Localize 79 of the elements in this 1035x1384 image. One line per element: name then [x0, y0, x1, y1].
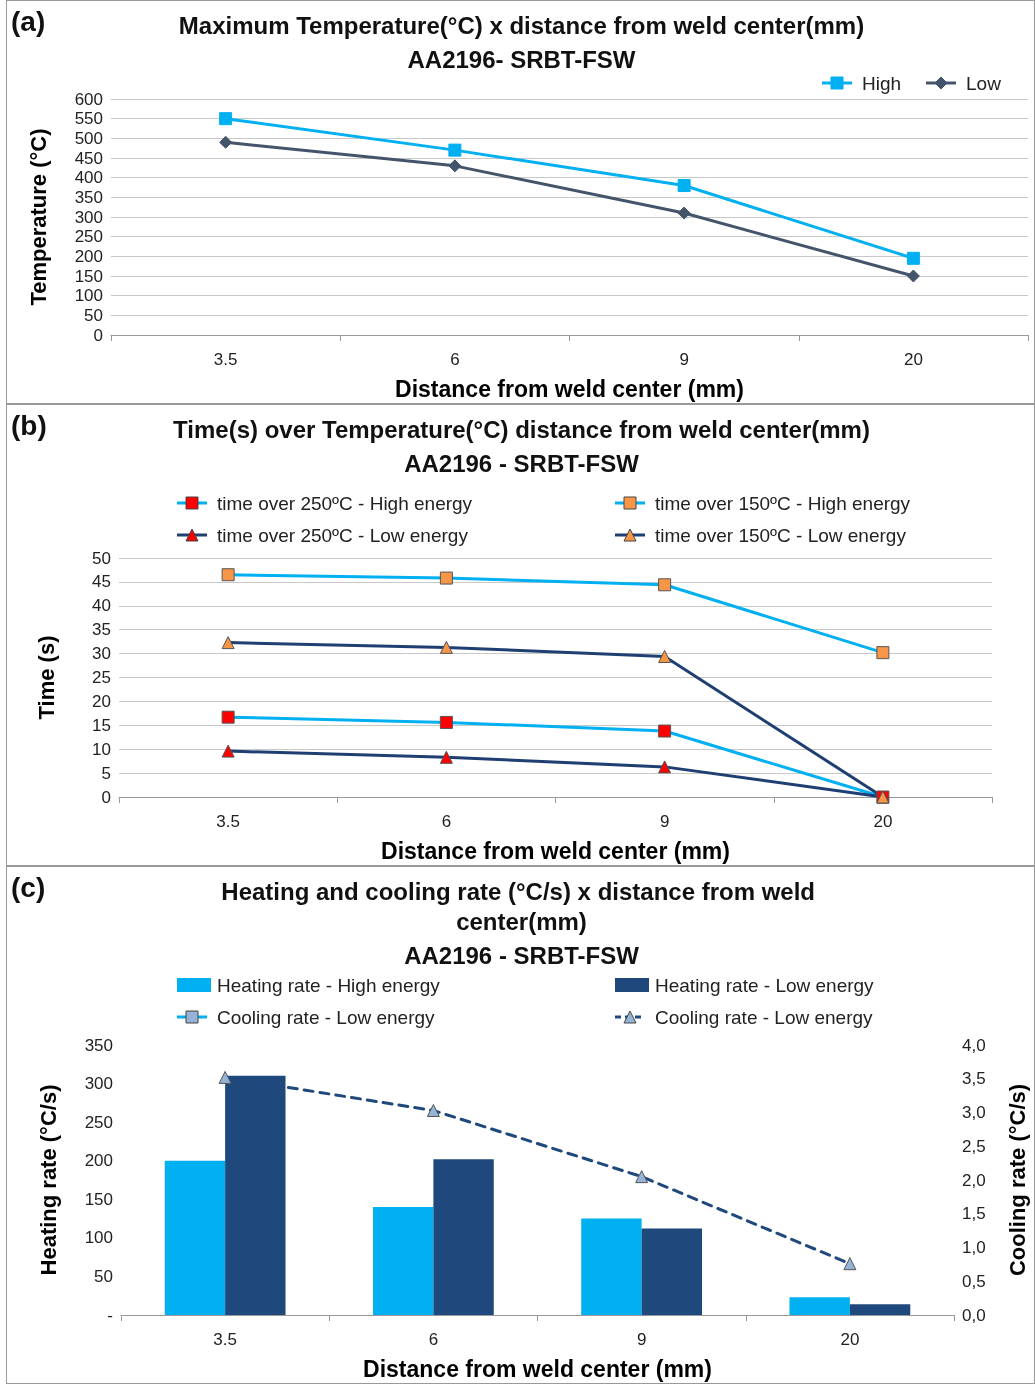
y-tick-label: 50: [94, 1266, 113, 1286]
y-tick-label: 0: [93, 325, 103, 345]
y-tick-label: 200: [74, 246, 103, 266]
y-tick-label: 200: [84, 1151, 113, 1171]
y-tick-label: 300: [74, 207, 103, 227]
y2-tick-label: 1,0: [962, 1238, 986, 1257]
chart-subtitle: AA2196 - SRBT-FSW: [404, 449, 640, 477]
y-tick-label: 50: [84, 305, 103, 325]
legend-label: Cooling rate - Low energy: [655, 1006, 874, 1028]
x-tick-label: 6: [441, 812, 452, 831]
y-tick-label: 10: [92, 739, 111, 759]
y-tick-label: 250: [74, 227, 103, 247]
x-tick-label: 9: [679, 350, 689, 369]
chart-title: Time(s) over Temperature(°C) distance from weld center(mm): [173, 415, 870, 443]
y-tick-label: 35: [92, 620, 111, 640]
y-tick-label: 250: [84, 1112, 113, 1132]
y-tick-label: 150: [84, 1189, 113, 1209]
x-axis-title: Distance from weld center (mm): [395, 375, 744, 402]
chart-subtitle: AA2196 - SRBT-FSW: [404, 941, 640, 969]
text: (a): [11, 5, 46, 37]
y-tick-label: 25: [92, 668, 111, 687]
chart-title: Heating and cooling rate (°C/s) x distance from weld center(mm): [221, 877, 822, 935]
y-axis-title: Temperature (°C): [25, 128, 51, 306]
x-tick-label: 20: [903, 350, 923, 369]
x-axis-title: Distance from weld center (mm): [381, 837, 730, 864]
chart-subtitle: AA2196- SRBT-FSW: [407, 45, 636, 73]
x-tick-label: 3.5: [216, 812, 240, 831]
y-tick-label: -: [107, 1305, 113, 1325]
y-tick-label: 450: [74, 148, 103, 168]
y-tick-label: 350: [74, 187, 103, 207]
y2-tick-label: 2,0: [962, 1170, 986, 1190]
x-tick-label: 6: [450, 350, 460, 369]
y-axis-title: Heating rate (°C/s): [35, 1084, 61, 1276]
y2-tick-label: 3,5: [962, 1069, 986, 1089]
y-tick-label: 30: [92, 644, 111, 664]
legend-label: time over 250ºC - Low energy: [217, 524, 469, 546]
y-tick-label: 45: [92, 572, 111, 592]
y2-tick-label: 0,5: [962, 1271, 986, 1291]
y-tick-label: 350: [84, 1035, 113, 1055]
legend-label: Heating rate - Low energy: [655, 974, 875, 996]
x-tick-label: 3.5: [213, 350, 238, 369]
y-tick-label: 600: [74, 89, 103, 109]
y-tick-label: 15: [92, 715, 111, 735]
legend-label: Cooling rate - Low energy: [217, 1006, 436, 1028]
x-tick-label: 9: [636, 1330, 647, 1349]
legend-label: Low: [966, 72, 1002, 94]
y-tick-label: 300: [84, 1074, 113, 1094]
legend-label: Heating rate - High energy: [217, 974, 441, 996]
legend-label: High: [862, 72, 902, 94]
y-tick-label: 0: [101, 787, 111, 807]
y-axis-title: Time (s): [33, 635, 59, 720]
text: (b): [11, 409, 47, 441]
x-tick-label: 20: [840, 1330, 860, 1349]
x-tick-label: 20: [873, 812, 893, 831]
legend-label: time over 250ºC - High energy: [217, 492, 473, 514]
y2-tick-label: 1,5: [962, 1204, 986, 1224]
y-tick-label: 5: [101, 763, 111, 783]
y2-tick-label: 3,0: [962, 1103, 986, 1122]
y2-tick-label: 0,0: [962, 1305, 986, 1325]
y-tick-label: 550: [74, 109, 103, 129]
legend-label: time over 150ºC - High energy: [655, 492, 911, 514]
text: (c): [11, 871, 46, 903]
legend-label: time over 150ºC - Low energy: [655, 524, 907, 546]
y2-tick-label: 4,0: [962, 1035, 986, 1055]
y-tick-label: 50: [92, 548, 111, 568]
y-tick-label: 500: [74, 128, 103, 148]
y-tick-label: 40: [92, 596, 111, 616]
x-axis-title: Distance from weld center (mm): [363, 1355, 712, 1382]
x-tick-label: 6: [428, 1330, 439, 1349]
x-tick-label: 3.5: [213, 1330, 237, 1349]
x-tick-label: 9: [659, 812, 670, 831]
y-tick-label: 100: [74, 286, 103, 306]
y-tick-label: 20: [92, 691, 111, 711]
y-tick-label: 400: [74, 168, 103, 188]
chart-title: Maximum Temperature(°C) x distance from weld center(mm): [178, 11, 865, 39]
y2-axis-title: Cooling rate (°C/s): [1004, 1083, 1030, 1277]
y-tick-label: 150: [74, 266, 103, 286]
y-tick-label: 100: [84, 1228, 113, 1248]
y2-tick-label: 2,5: [962, 1136, 986, 1156]
